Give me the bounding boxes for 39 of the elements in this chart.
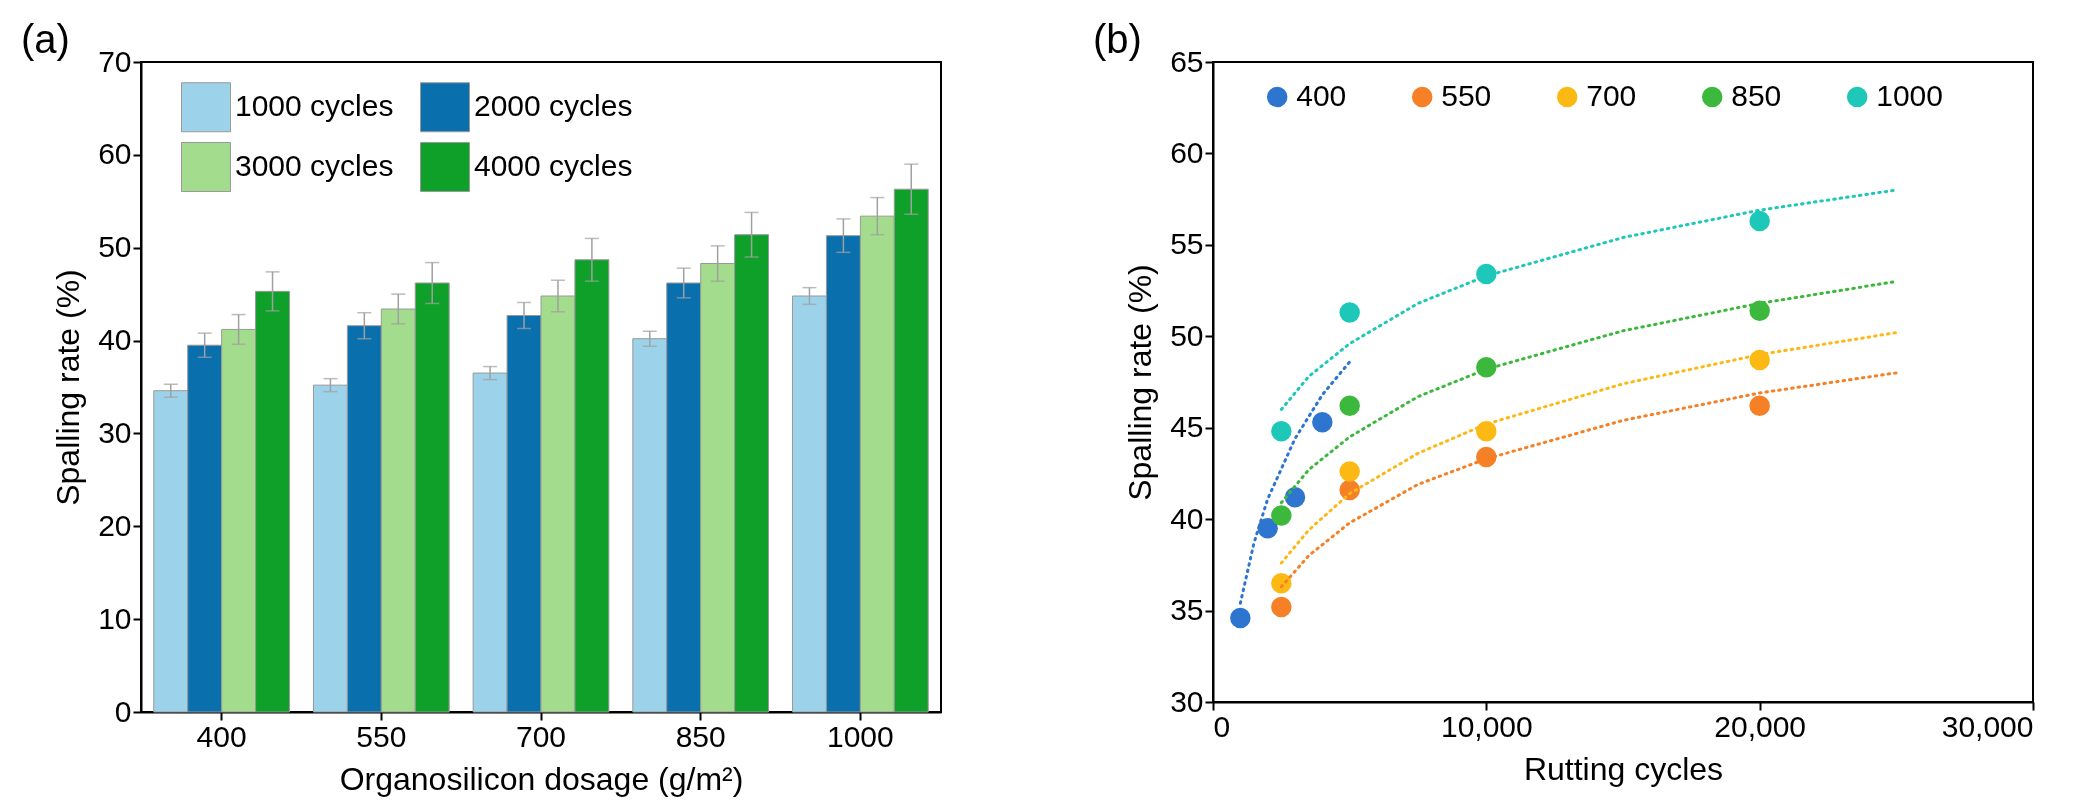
y-tick-label: 60	[98, 137, 132, 171]
y-tick-label: 30	[1170, 684, 1204, 718]
x-tick-label: 30,000	[1941, 709, 2034, 743]
y-tick-label: 65	[1170, 44, 1204, 78]
y-tick-label: 55	[1170, 227, 1204, 261]
x-tick-label: 550	[356, 719, 407, 753]
y-axis-title: Spalling rate (%)	[1122, 264, 1159, 501]
x-tick-label: 400	[196, 719, 247, 753]
y-axis-title: Spalling rate (%)	[50, 269, 87, 506]
legend-label: 1000 cycles	[235, 89, 394, 123]
legend-label: 400	[1296, 79, 1347, 112]
y-tick-label: 60	[1170, 135, 1204, 169]
x-tick-label: 700	[515, 719, 567, 753]
legend-label: 700	[1586, 79, 1637, 112]
legend-label: 1000	[1876, 79, 1943, 112]
legend-label: 550	[1441, 79, 1492, 112]
chart-title: (b)	[1093, 17, 1142, 61]
y-tick-label: 40	[98, 323, 132, 357]
y-tick-label: 20	[98, 508, 132, 542]
y-tick-label: 35	[1170, 593, 1204, 627]
x-tick-label: 1000	[826, 719, 894, 753]
x-tick-label: 850	[675, 719, 726, 753]
y-tick-label: 45	[1170, 410, 1204, 444]
x-axis-title: Organosilicon dosage (g/m²)	[339, 760, 744, 797]
legend-label: 2000 cycles	[474, 89, 633, 123]
y-tick-label: 10	[98, 601, 132, 635]
legend-label: 3000 cycles	[235, 149, 394, 182]
y-tick-label: 50	[98, 230, 132, 264]
chart-title: (a)	[21, 17, 70, 61]
y-tick-label: 30	[98, 415, 132, 449]
legend-label: 850	[1731, 79, 1782, 112]
legend-label: 4000 cycles	[474, 149, 633, 182]
x-tick-label: 10,000	[1440, 709, 1533, 743]
y-tick-label: 70	[98, 44, 132, 78]
y-tick-label: 50	[1170, 318, 1204, 352]
x-tick-label: 20,000	[1714, 709, 1807, 743]
y-tick-label: 40	[1170, 501, 1204, 535]
x-axis-title: Rutting cycles	[1523, 750, 1724, 787]
x-tick-label: 0	[1213, 709, 1231, 743]
